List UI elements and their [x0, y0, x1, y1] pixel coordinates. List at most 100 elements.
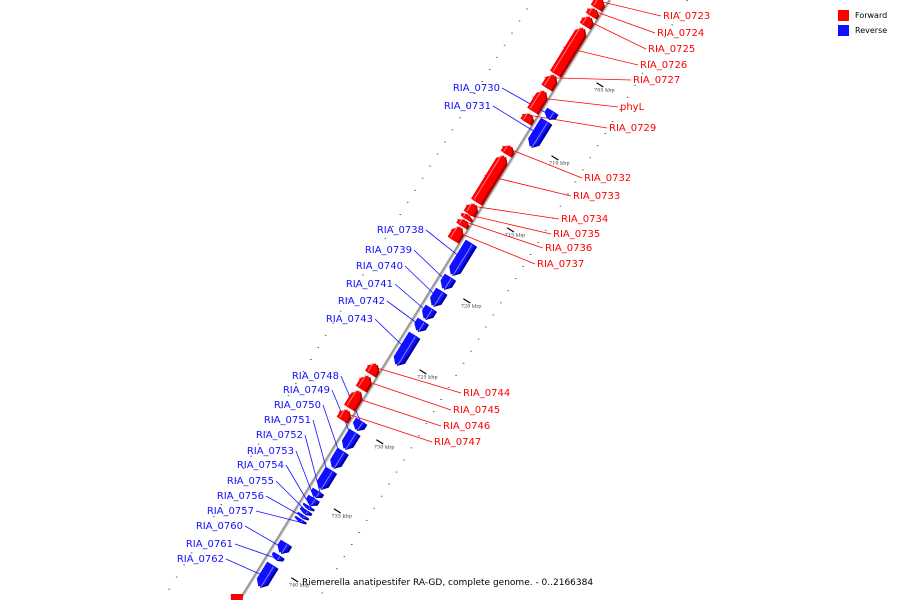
- leader-ria-0737: [450, 229, 536, 265]
- grid-dot: [336, 568, 338, 570]
- gene-body: [549, 27, 585, 77]
- grid-dot: [574, 181, 577, 183]
- grid-dot: [190, 552, 193, 554]
- grid-dot: [459, 117, 461, 119]
- gene-body: [440, 273, 455, 289]
- grid-dot: [503, 44, 506, 46]
- grid-dot: [369, 262, 372, 264]
- gene-ria-0741: [421, 304, 438, 320]
- gene-label-ria-0751: RIA_0751: [264, 415, 311, 426]
- gene-body: [421, 304, 436, 319]
- gene-label-ria-0747: RIA_0747: [434, 437, 481, 448]
- grid-dot: [492, 314, 495, 316]
- gene-highlight: [529, 89, 542, 109]
- grid-dot: [421, 177, 424, 179]
- gene-highlight: [552, 26, 581, 72]
- gene-label-ria-0754: RIA_0754: [237, 460, 284, 471]
- gene-label-ria-0749: RIA_0749: [283, 385, 330, 396]
- scale-tick-mark: [596, 82, 604, 88]
- grid-dot: [514, 278, 517, 280]
- gene-label-ria-0725: RIA_0725: [648, 44, 695, 55]
- gene-highlight: [277, 556, 281, 561]
- gene-body: [460, 213, 472, 222]
- gene-ria-0754: [302, 502, 315, 512]
- grid-dot: [205, 528, 208, 530]
- grid-dot: [395, 471, 398, 473]
- grid-dot: [414, 189, 416, 191]
- gene-label-ria-0757: RIA_0757: [207, 506, 254, 517]
- gene-ria-0729: [520, 112, 535, 126]
- grid-dot: [295, 383, 297, 385]
- gene-body: [294, 515, 305, 523]
- grid-dot: [488, 68, 491, 70]
- grid-dot: [582, 169, 584, 171]
- gene-highlight: [433, 292, 443, 307]
- grid-dot: [440, 399, 443, 400]
- gene-ria-0725: [579, 15, 594, 30]
- grid-dot: [183, 564, 185, 566]
- gene-ria-0733: [471, 154, 508, 206]
- gene-highlight: [588, 7, 593, 14]
- gene-body: [299, 506, 311, 515]
- gene-ria-0738: [449, 239, 478, 276]
- grid-dot: [380, 495, 383, 497]
- grid-dot: [634, 84, 636, 86]
- leader-ria-0732: [502, 145, 583, 179]
- gene-highlight: [549, 112, 554, 120]
- gene-ria-0746: [344, 389, 363, 412]
- scale-ticks: 705 kbp 710 kbp 715 kbp 720 kbp 725 kbp 730 k…: [289, 82, 615, 589]
- gene-highlight: [345, 433, 356, 450]
- gene-highlight: [458, 218, 463, 224]
- gene-label-ria-0745: RIA_0745: [453, 405, 500, 416]
- scale-tick-label-715: 715 kbp: [505, 233, 526, 239]
- gene-label-phyl: phyL: [620, 102, 645, 113]
- gene-highlight: [452, 244, 473, 276]
- gene-body: [393, 331, 419, 365]
- gene-ria-0736: [456, 218, 470, 230]
- grid-dot: [365, 519, 368, 521]
- gene-body: [336, 409, 350, 423]
- grid-dot: [399, 214, 402, 215]
- gene-body: [271, 551, 283, 561]
- gene-highlight: [503, 144, 509, 152]
- gene-ria-0742: [414, 317, 430, 332]
- gene-body: [341, 428, 359, 449]
- gene-ria-0762: [256, 561, 279, 588]
- legend: Forward Reverse: [838, 8, 887, 38]
- grid-dot: [529, 254, 532, 255]
- grid-dot: [168, 588, 170, 590]
- gene-highlight: [367, 362, 374, 372]
- grid-dot: [485, 326, 487, 328]
- gene-ria-0750: [330, 447, 349, 469]
- gene-label-ria-0735: RIA_0735: [553, 229, 600, 240]
- leader-ria-0729: [521, 113, 608, 129]
- leader-ria-0753: [295, 450, 317, 505]
- gene-highlight: [281, 544, 288, 554]
- grid-dot: [384, 238, 387, 240]
- gene-body: [306, 494, 318, 505]
- grid-dot: [611, 121, 614, 122]
- grid-dot: [473, 93, 476, 95]
- leader-ria-0727: [544, 77, 632, 81]
- gene-ria-0748: [352, 417, 368, 431]
- gene-ria-0752: [310, 487, 325, 499]
- gene-body: [590, 0, 604, 11]
- scale-tick-mark: [551, 155, 559, 161]
- gene-highlight: [531, 122, 548, 148]
- gene-label-ria-0762: RIA_0762: [177, 554, 224, 565]
- backbone-line: [238, 0, 612, 600]
- gene-ria-0732: [500, 144, 515, 158]
- gene-ria-0727: [541, 73, 558, 92]
- grid-dot: [332, 322, 334, 324]
- grid-dot: [328, 580, 331, 582]
- gene-highlight: [308, 507, 311, 510]
- gene-body: [355, 375, 370, 392]
- grid-dot: [619, 108, 621, 110]
- gene-label-ria-0741: RIA_0741: [346, 279, 393, 290]
- scale-tick-label-740: 740 kbp: [289, 583, 310, 589]
- grid-dot: [518, 20, 521, 22]
- gene-highlight: [466, 202, 473, 212]
- grid-dot: [432, 411, 435, 413]
- gene-highlight: [320, 471, 333, 490]
- gene-label-ria-0755: RIA_0755: [227, 476, 274, 487]
